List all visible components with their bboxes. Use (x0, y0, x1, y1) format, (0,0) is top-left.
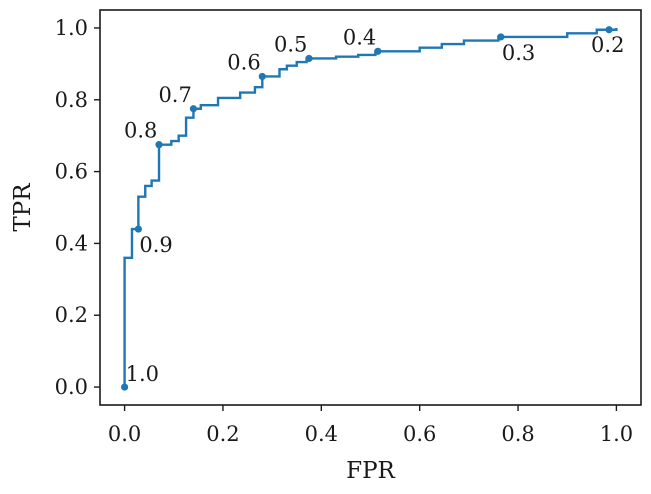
plot-frame (99, 9, 642, 406)
threshold-point (189, 105, 198, 113)
y-tick-label: 0.6 (55, 160, 88, 184)
threshold-point (605, 26, 613, 34)
threshold-point (374, 47, 382, 55)
y-axis-label: TPR (10, 183, 36, 232)
threshold-label: 0.9 (139, 233, 172, 257)
threshold-label: 0.3 (502, 41, 535, 65)
y-tick-label: 1.0 (55, 16, 88, 40)
x-tick-label: 0.6 (403, 422, 436, 446)
y-tick-label: 0.2 (55, 303, 88, 327)
y-tick-label: 0.4 (55, 231, 88, 255)
x-tick-label: 1.0 (600, 422, 633, 446)
y-tick-label: 0.8 (55, 88, 88, 112)
roc-curve-line (123, 27, 618, 388)
threshold-label: 0.4 (343, 25, 376, 49)
threshold-point (305, 54, 313, 63)
threshold-label: 0.6 (227, 50, 260, 74)
y-tick-label: 0.0 (55, 375, 88, 399)
x-tick-label: 0.8 (501, 422, 534, 446)
threshold-labels: 1.0 0.9 0.80.7 0.6 0.5 0.4 0.3 0.2 (124, 25, 624, 386)
x-tick-label: 0.2 (206, 422, 239, 446)
threshold-label: 0.8 (124, 119, 157, 143)
x-tick-label: 0.0 (108, 422, 141, 446)
y-axis-ticks: 0.0 0.2 0.4 0.6 0.8 1.0 (55, 16, 100, 399)
threshold-label: 0.2 (591, 33, 624, 57)
threshold-points (120, 26, 613, 391)
threshold-point (155, 141, 163, 149)
x-axis-ticks: 0.0 0.2 0.4 0.6 0.8 1.0 (108, 405, 633, 446)
threshold-point (258, 72, 266, 81)
threshold-label: 0.5 (274, 32, 307, 56)
threshold-label: 0.7 (158, 83, 191, 107)
x-tick-label: 0.4 (305, 422, 338, 446)
threshold-label: 1.0 (126, 362, 159, 386)
threshold-point (497, 33, 505, 41)
threshold-point (134, 225, 142, 233)
x-axis-label: FPR (346, 458, 395, 484)
threshold-point (120, 383, 129, 391)
